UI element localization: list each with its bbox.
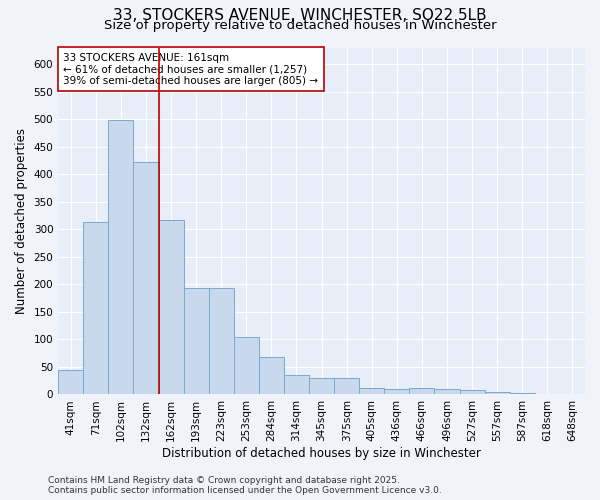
Bar <box>434 389 460 394</box>
Text: 33 STOCKERS AVENUE: 161sqm
← 61% of detached houses are smaller (1,257)
39% of s: 33 STOCKERS AVENUE: 161sqm ← 61% of deta… <box>64 52 319 86</box>
Bar <box>58 370 83 394</box>
Bar <box>485 392 510 394</box>
Bar <box>309 378 334 394</box>
Bar <box>359 388 385 394</box>
Bar <box>284 374 309 394</box>
Bar <box>259 357 284 395</box>
Bar <box>385 389 409 394</box>
Bar <box>334 378 359 394</box>
X-axis label: Distribution of detached houses by size in Winchester: Distribution of detached houses by size … <box>162 447 481 460</box>
Text: Size of property relative to detached houses in Winchester: Size of property relative to detached ho… <box>104 19 496 32</box>
Y-axis label: Number of detached properties: Number of detached properties <box>15 128 28 314</box>
Bar <box>184 288 209 395</box>
Bar <box>460 390 485 394</box>
Bar <box>234 336 259 394</box>
Bar <box>209 288 234 395</box>
Bar <box>409 388 434 394</box>
Bar <box>158 220 184 394</box>
Text: Contains HM Land Registry data © Crown copyright and database right 2025.
Contai: Contains HM Land Registry data © Crown c… <box>48 476 442 495</box>
Text: 33, STOCKERS AVENUE, WINCHESTER, SO22 5LB: 33, STOCKERS AVENUE, WINCHESTER, SO22 5L… <box>113 8 487 22</box>
Bar <box>109 120 133 394</box>
Bar <box>83 222 109 394</box>
Bar <box>133 162 158 394</box>
